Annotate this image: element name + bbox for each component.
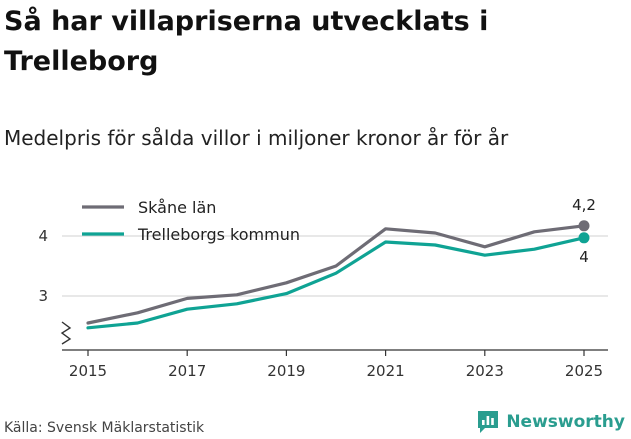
x-tick-label: 2017 [168, 362, 206, 380]
legend: Skåne län Trelleborgs kommun [82, 198, 300, 244]
end-labels: 4,24 [572, 196, 596, 266]
x-tick-label: 2023 [466, 362, 504, 380]
chart-title: Så har villapriserna utvecklats i Trelle… [4, 6, 489, 77]
line-chart: 34 2015 2017 2019 2021 2023 2025 4,24 Skåne l… [38, 196, 608, 380]
x-axis: 2015 2017 2019 2021 2023 2025 [62, 349, 608, 380]
series-line-skane [86, 224, 586, 325]
legend-label: Trelleborgs kommun [137, 225, 300, 244]
y-axis: 34 [38, 227, 72, 345]
x-tick-label: 2025 [565, 362, 603, 380]
bar-chart-icon [478, 411, 499, 433]
end-point-marker [578, 220, 590, 232]
x-tick-label: 2019 [267, 362, 305, 380]
x-tick-label: 2021 [367, 362, 405, 380]
y-tick-label: 4 [38, 227, 48, 245]
axis-break-icon [60, 321, 72, 345]
brand-name: Newsworthy [506, 412, 625, 432]
end-value-label: 4,2 [572, 196, 596, 214]
source-note: Källa: Svensk Mäklarstatistik [4, 420, 205, 436]
series-line-trelleborg [86, 236, 586, 330]
x-tick-label: 2015 [69, 362, 107, 380]
series-lines [86, 220, 590, 330]
newsworthy-logo: Newsworthy [476, 409, 625, 435]
y-tick-label: 3 [38, 287, 48, 305]
legend-label: Skåne län [138, 198, 216, 217]
end-point-marker [578, 232, 590, 244]
chart-subtitle: Medelpris för sålda villor i miljoner kr… [4, 126, 509, 150]
end-value-label: 4 [579, 248, 589, 266]
